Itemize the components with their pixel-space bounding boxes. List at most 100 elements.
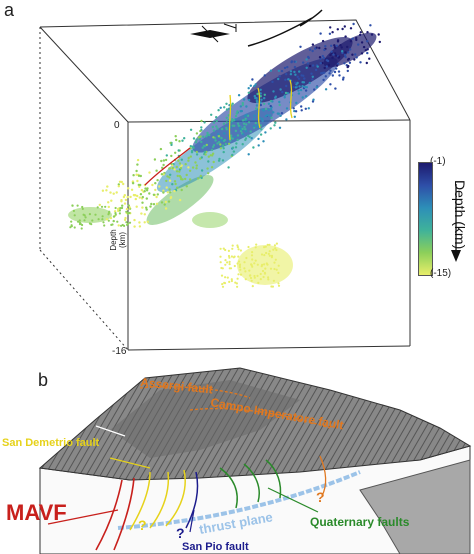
seismic-event [124,216,127,220]
seismic-event [368,57,371,60]
seismic-event [126,223,129,226]
seismic-event [283,96,286,99]
seismic-event [255,107,258,110]
seismic-event [189,147,192,150]
seismic-event [255,100,259,104]
seismic-event [227,249,230,252]
seismic-event [331,74,334,77]
seismic-event [290,60,294,63]
seismic-event [236,122,240,125]
seismic-event [270,254,274,257]
seismic-event [266,243,269,246]
seismic-event [224,259,227,262]
seismic-event [230,255,233,258]
seismic-event [261,263,264,266]
seismic-event [337,70,341,73]
seismic-event [123,218,127,222]
seismic-event [264,245,267,248]
seismic-event [145,189,149,192]
mavf-faults [95,477,135,551]
seismic-event [96,206,99,209]
seismic-event [344,51,347,54]
seismic-event [175,170,179,173]
seismic-event [219,247,222,250]
seismic-event [160,159,163,163]
seismic-event [235,142,238,145]
seismic-event [139,183,142,187]
depth-axis-unit: (km) [118,232,127,248]
seismic-event [149,205,152,208]
seismic-event [224,276,227,279]
san-pio-fault-label: San Pio fault [182,541,249,553]
seismic-event [257,144,260,147]
seismic-event [139,174,142,178]
seismic-event [109,216,113,220]
seismic-event [234,114,238,118]
seismic-event [242,98,246,101]
seismic-event [223,106,226,109]
seismic-event [307,107,310,110]
seismic-event [346,45,349,49]
seismic-event [274,247,277,250]
seismic-event [236,244,239,247]
question-mark-3: ? [316,489,325,505]
seismic-event [254,83,257,86]
seismic-event [123,224,126,227]
seismic-event [140,188,144,192]
seismic-event [222,150,225,154]
seismic-event [269,104,272,108]
seismic-event [259,103,262,107]
seismic-event [216,142,219,145]
seismic-event [140,212,143,215]
seismic-event [217,109,220,112]
san-demetrio-faults [129,469,186,531]
seismic-event [194,141,198,144]
seismic-event [305,86,308,89]
seismic-event [280,112,284,115]
seismic-event [314,47,317,50]
seismic-event [156,193,159,196]
seismic-event [200,156,203,159]
seismic-event [304,107,307,111]
seismic-event [207,172,210,175]
seismic-event [165,154,168,157]
seismic-event [346,69,349,73]
seismic-event [173,180,177,183]
seismic-event [117,185,121,188]
seismic-event [205,143,208,147]
seismic-event [128,206,131,209]
seismic-event [238,266,241,269]
seismic-event [278,75,281,78]
seismic-event [304,89,308,92]
seismic-event [155,195,158,199]
seismic-event [94,213,97,216]
seismic-event [336,62,340,66]
seismic-event [81,205,84,209]
seismic-event [286,65,289,69]
seismic-event [229,121,233,124]
seismic-event [253,274,256,278]
seismic-event [180,178,183,181]
seismic-event [122,195,126,199]
seismic-event [256,125,259,129]
seismic-event [272,248,275,251]
seismic-event [319,32,322,35]
seismic-event [220,127,224,131]
seismic-event [177,149,180,152]
seismic-event [110,199,113,202]
seismic-event [278,126,282,129]
seismic-event [192,146,195,149]
seismic-event [259,101,262,104]
seismic-event [262,275,265,279]
seismic-event [180,188,183,192]
seismic-event [360,52,364,55]
seismic-event [248,269,251,272]
seismic-event [101,215,104,218]
seismic-event [203,150,206,154]
seismic-event [333,44,336,47]
seismic-event [245,256,248,260]
seismic-event [170,143,173,147]
seismic-event [334,87,337,90]
seismic-event [225,128,228,131]
seismic-event [145,208,148,211]
